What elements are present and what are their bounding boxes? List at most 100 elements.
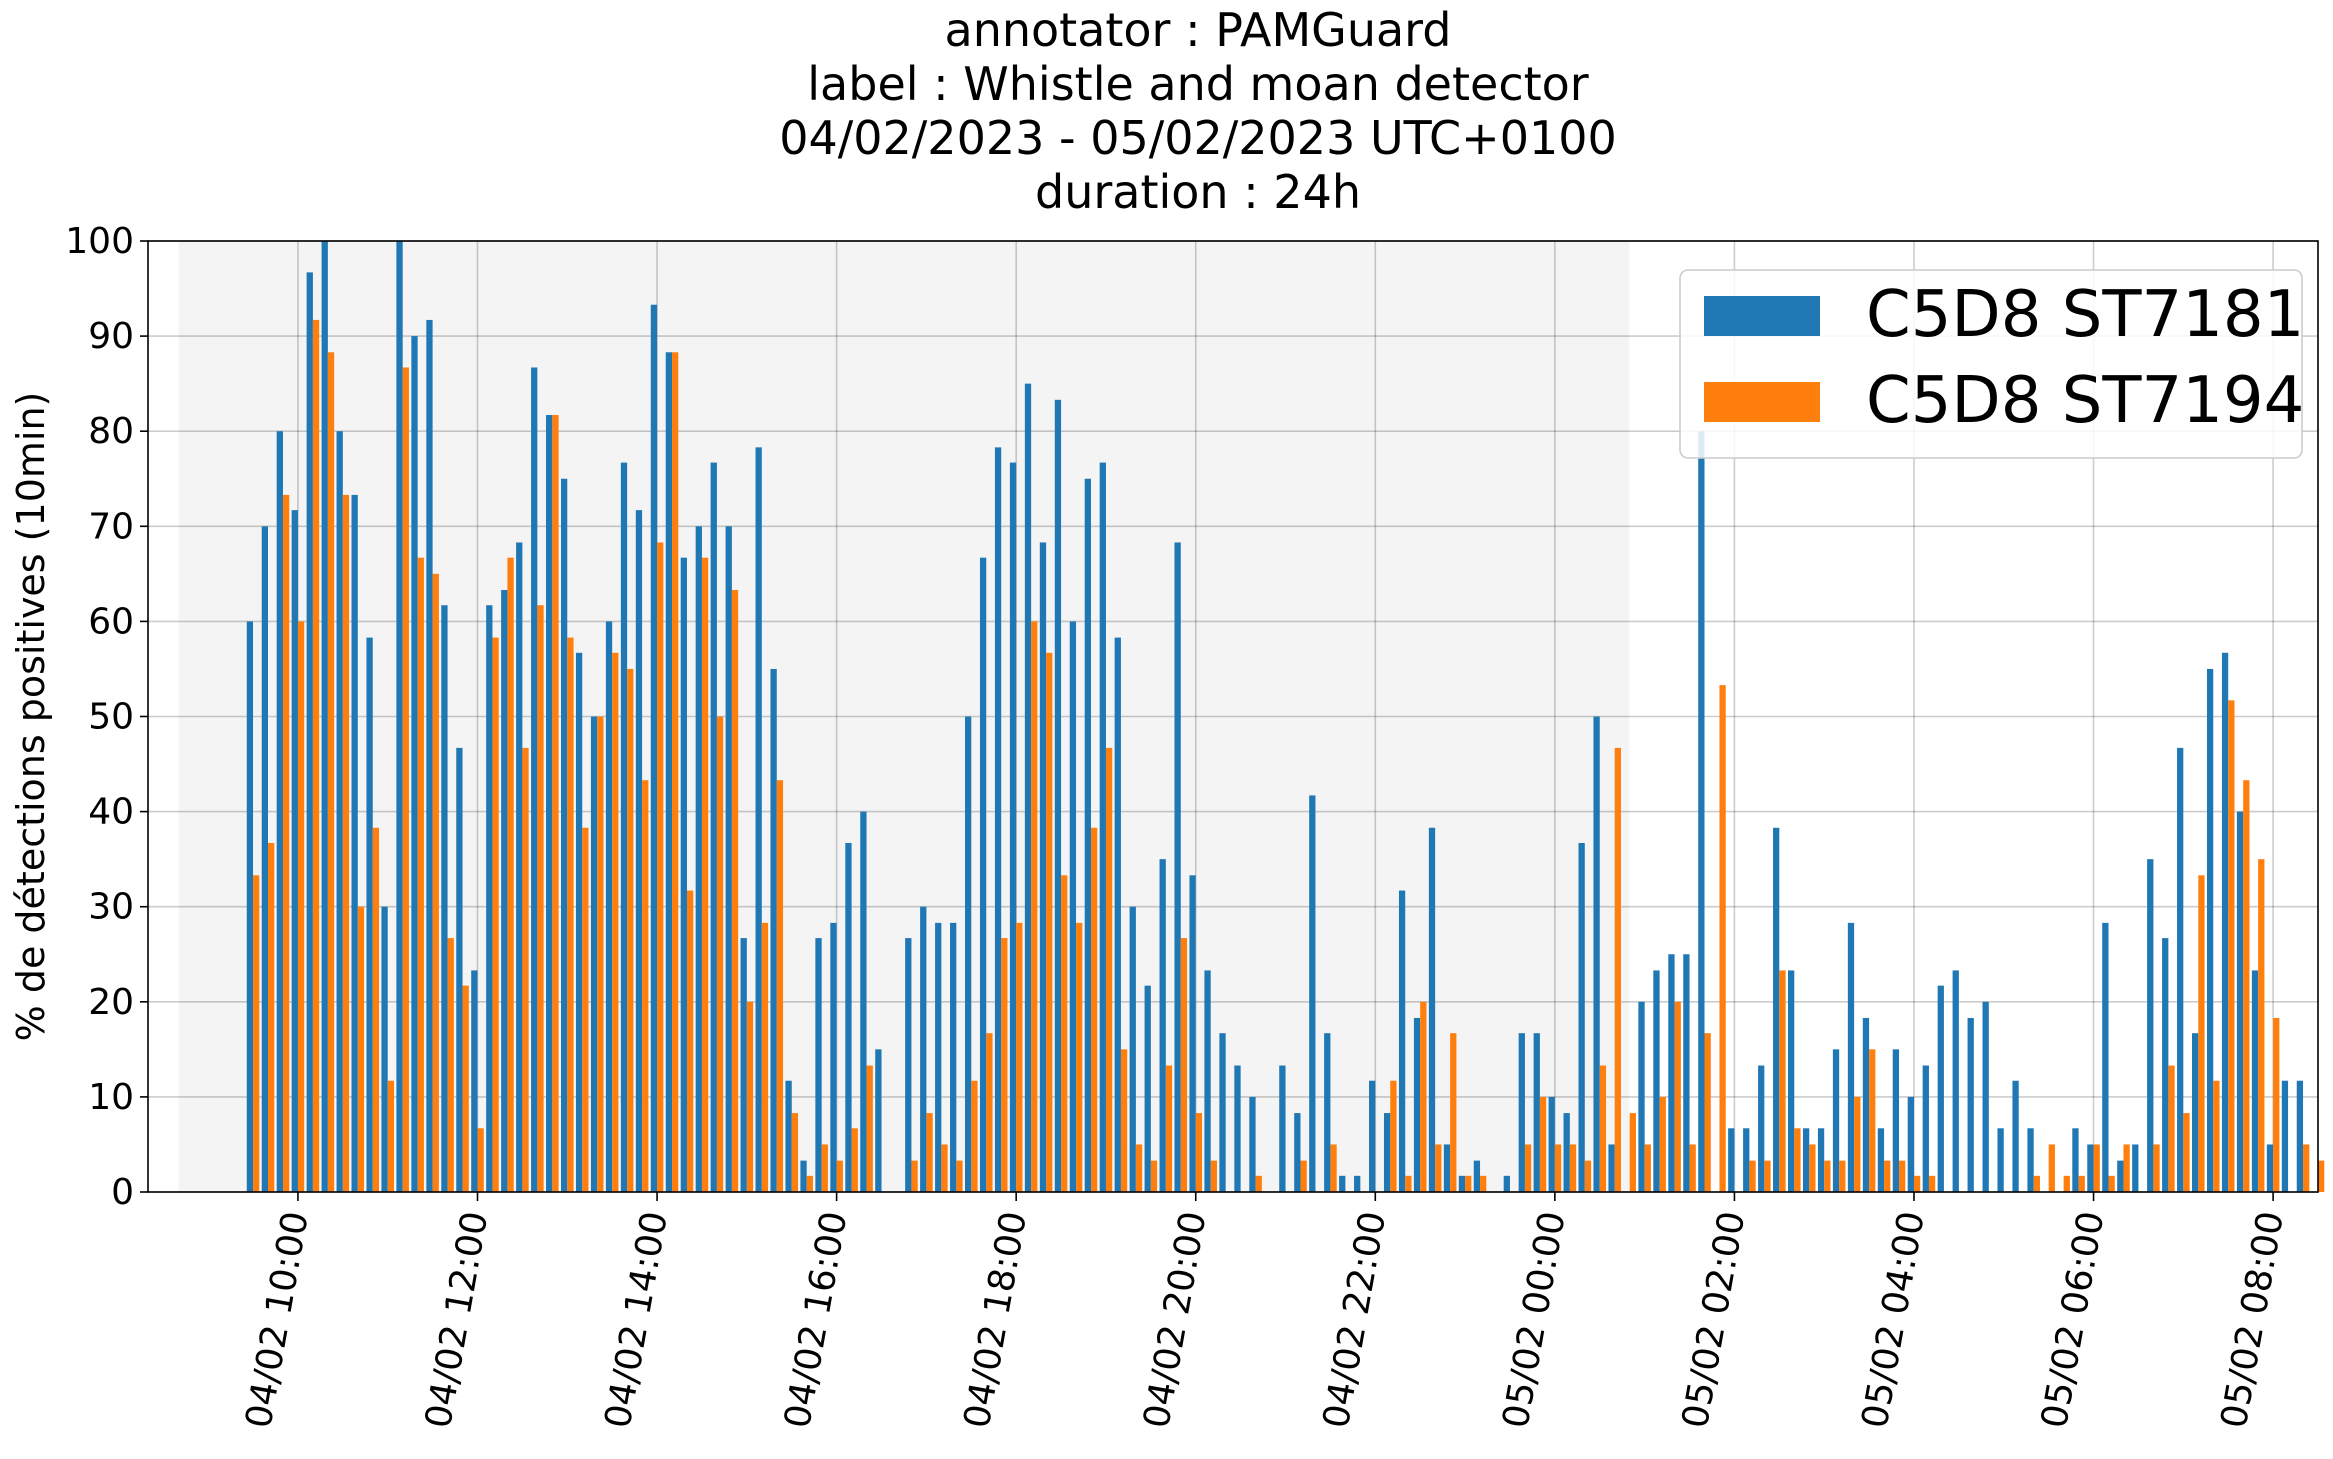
- x-tick-label: 04/02 22:00: [1316, 1208, 1394, 1431]
- bar-st7181: [1758, 1065, 1765, 1192]
- bar-st7181: [1773, 827, 1780, 1192]
- x-tick-label: 05/02 02:00: [1675, 1208, 1753, 1431]
- bar-st7181: [1204, 970, 1211, 1192]
- bar-st7194: [297, 621, 305, 1192]
- bar-st7194: [447, 938, 454, 1192]
- bar-st7194: [2063, 1175, 2070, 1192]
- bar-st7181: [2221, 652, 2229, 1192]
- bar-st7181: [2087, 1144, 2094, 1192]
- bar-st7181: [1817, 1128, 1825, 1192]
- bar-st7194: [2273, 1017, 2280, 1192]
- bar-st7181: [620, 462, 628, 1192]
- bar-st7181: [994, 447, 1002, 1192]
- bar-st7194: [1031, 621, 1038, 1192]
- bar-st7181: [366, 637, 373, 1192]
- bar-st7181: [1069, 621, 1077, 1192]
- bar-st7194: [642, 780, 649, 1192]
- bar-st7194: [1210, 1160, 1217, 1192]
- bar-st7181: [1324, 1033, 1331, 1192]
- bar-st7194: [806, 1175, 813, 1192]
- legend: C5D8 ST7181 C5D8 ST7194: [1679, 269, 2304, 459]
- bar-st7181: [411, 336, 418, 1193]
- bar-st7181: [1563, 1113, 1570, 1192]
- bar-st7194: [387, 1080, 394, 1192]
- bar-st7194: [761, 922, 769, 1192]
- bar-st7181: [276, 431, 283, 1192]
- y-axis: 0 10 20 30 40 50 60 70 80 90 100: [65, 221, 148, 1213]
- bar-st7181: [2027, 1128, 2034, 1192]
- bar-st7181: [471, 970, 478, 1192]
- chart-title-line: annotator : PAMGuard: [945, 3, 1452, 57]
- bar-st7194: [1794, 1128, 1801, 1192]
- bar-st7194: [282, 494, 290, 1192]
- bar-st7194: [1405, 1175, 1412, 1192]
- bar-st7194: [657, 542, 664, 1192]
- bar-st7181: [1369, 1080, 1376, 1192]
- y-axis-label: % de détections positives (10min): [9, 392, 53, 1042]
- bar-st7181: [1039, 542, 1047, 1192]
- bar-st7194: [1046, 652, 1053, 1192]
- bar-st7194: [1869, 1049, 1876, 1192]
- bar-st7181: [1892, 1049, 1900, 1192]
- bar-st7194: [926, 1113, 933, 1192]
- chart-title-line: label : Whistle and moan detector: [807, 57, 1589, 111]
- bar-st7194: [1120, 1049, 1128, 1192]
- bar-st7181: [635, 510, 643, 1192]
- bar-st7194: [2078, 1175, 2085, 1192]
- bar-st7194: [1105, 747, 1113, 1192]
- bar-st7181: [1129, 906, 1136, 1192]
- bar-st7194: [2243, 780, 2250, 1192]
- bar-st7181: [1922, 1065, 1929, 1192]
- bar-st7194: [1539, 1096, 1547, 1192]
- bar-st7194: [1165, 1065, 1173, 1192]
- bar-st7194: [2093, 1144, 2100, 1192]
- bar-st7181: [2117, 1160, 2124, 1192]
- bar-st7194: [1076, 922, 1083, 1192]
- bar-st7181: [920, 906, 927, 1192]
- bar-st7181: [1997, 1128, 2004, 1192]
- bar-st7194: [1599, 1065, 1607, 1192]
- bar-st7194: [821, 1144, 828, 1192]
- bar-st7181: [246, 621, 254, 1192]
- bar-st7181: [1099, 462, 1106, 1192]
- bar-st7194: [2153, 1144, 2160, 1192]
- bar-st7194: [462, 985, 469, 1192]
- bars: [246, 241, 2325, 1193]
- bar-st7181: [396, 241, 403, 1192]
- bar-st7181: [1114, 637, 1121, 1192]
- bar-st7194: [342, 494, 350, 1192]
- bar-st7181: [351, 494, 358, 1192]
- bar-st7194: [537, 605, 544, 1192]
- bar-st7181: [1967, 1017, 1974, 1192]
- bar-st7194: [1390, 1080, 1397, 1192]
- bar-st7181: [291, 510, 298, 1192]
- bar-st7194: [312, 319, 320, 1193]
- bar-st7194: [1135, 1144, 1143, 1192]
- bar-st7194: [2198, 875, 2205, 1192]
- chart-title-line: duration : 24h: [1035, 165, 1361, 219]
- bar-st7181: [875, 1049, 882, 1192]
- bar-st7194: [268, 842, 275, 1192]
- bar-st7194: [597, 716, 604, 1192]
- bar-st7194: [731, 590, 739, 1192]
- bar-st7181: [650, 304, 658, 1192]
- bar-st7181: [1458, 1175, 1466, 1192]
- bar-st7181: [306, 272, 313, 1192]
- bar-st7181: [381, 906, 388, 1192]
- bar-st7181: [1159, 859, 1166, 1192]
- bar-st7181: [1279, 1065, 1286, 1192]
- y-tick-label: 50: [88, 697, 134, 738]
- bar-st7194: [1913, 1175, 1921, 1192]
- bar-st7194: [2108, 1175, 2115, 1192]
- bar-st7181: [950, 922, 957, 1192]
- bar-st7194: [1674, 1001, 1681, 1192]
- bar-st7194: [701, 557, 709, 1192]
- bar-st7181: [2192, 1033, 2199, 1192]
- bar-st7194: [357, 906, 365, 1192]
- bar-st7194: [522, 747, 529, 1192]
- bar-st7194: [1854, 1096, 1861, 1192]
- bar-st7181: [1473, 1160, 1481, 1192]
- bar-st7181: [1847, 922, 1855, 1192]
- bar-st7181: [1443, 1144, 1451, 1192]
